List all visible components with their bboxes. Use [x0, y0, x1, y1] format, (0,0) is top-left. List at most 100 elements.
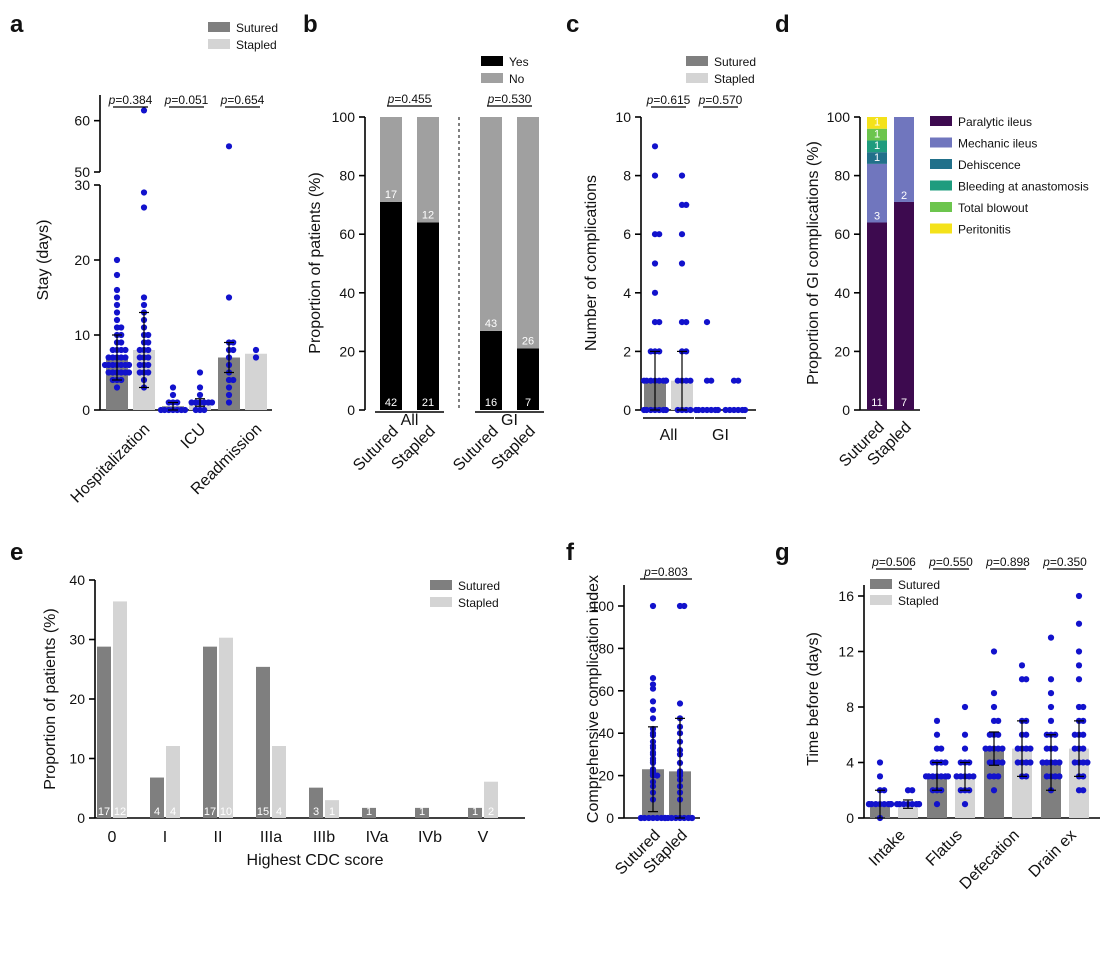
data-point	[649, 698, 657, 705]
legend-swatch	[930, 137, 952, 148]
y-axis-tick-label: 8	[846, 699, 854, 715]
data-point	[683, 201, 690, 208]
y-axis-tick-label: 10	[615, 109, 631, 125]
bar-count-label: 7	[901, 397, 907, 409]
bar-count-label: 17	[98, 806, 110, 818]
bar-count-label: 1	[874, 128, 880, 140]
data-point	[995, 731, 1002, 738]
bar-count-label: 4	[170, 806, 176, 818]
bar	[468, 807, 482, 818]
bar-count-label: 26	[522, 335, 534, 347]
data-point	[922, 773, 930, 780]
data-point	[640, 406, 648, 414]
bar-segment	[867, 163, 887, 223]
data-point	[990, 787, 998, 794]
legend-label: No	[509, 72, 525, 86]
bar	[166, 746, 180, 818]
data-point	[225, 384, 233, 391]
data-point	[136, 354, 143, 361]
p-value-label: p=0.455	[387, 92, 432, 106]
y-axis-title: Comprehensive complication index	[585, 575, 602, 823]
data-point	[145, 361, 152, 369]
legend-swatch	[481, 73, 503, 83]
data-point	[1047, 703, 1055, 711]
data-point	[145, 354, 152, 361]
data-point	[986, 773, 993, 780]
data-point	[651, 172, 659, 179]
legend-label: Mechanic ileus	[958, 137, 1037, 151]
bar-no	[480, 117, 502, 331]
data-point	[1027, 745, 1034, 752]
data-point	[961, 731, 969, 738]
data-point	[105, 369, 112, 376]
data-point	[225, 399, 233, 406]
data-point	[1080, 787, 1087, 794]
bar	[203, 646, 217, 818]
legend-swatch	[930, 159, 952, 169]
panel-letter-c: c	[566, 11, 579, 38]
bar-count-label: 17	[385, 189, 397, 201]
y-axis-tick-label: 80	[834, 168, 850, 184]
data-point	[741, 406, 749, 414]
data-point	[938, 745, 945, 752]
x-group-label: GI	[712, 427, 729, 444]
data-point	[1075, 592, 1083, 600]
data-point	[649, 602, 657, 610]
bar-count-label: 1	[329, 806, 335, 818]
bar-count-label: 1	[472, 806, 478, 818]
y-axis-tick-label: 60	[74, 113, 90, 129]
data-point	[1056, 773, 1063, 780]
data-point	[208, 399, 216, 406]
data-point	[113, 384, 121, 391]
bar-segment	[867, 222, 887, 410]
x-group-label: GI	[501, 412, 518, 429]
legend-label: Stapled	[236, 38, 277, 52]
panel-g: 0 4 8 12 16 Time before (days) p=0.506 Intake p=…	[805, 555, 1100, 893]
data-point	[188, 399, 195, 406]
y-axis-tick-label: 8	[623, 168, 631, 184]
data-point	[995, 773, 1002, 780]
bar	[309, 787, 323, 818]
bar	[898, 804, 918, 818]
bar	[256, 666, 270, 818]
data-point	[999, 759, 1006, 766]
data-point	[649, 706, 657, 713]
panel-letter-b: b	[303, 11, 318, 38]
data-point	[887, 801, 895, 808]
data-point	[961, 703, 969, 711]
data-point	[915, 801, 923, 808]
data-point	[651, 143, 659, 150]
panel-b: 0 20 40 60 80 100 Proportion of patients (%) 42…	[307, 55, 544, 474]
data-point	[192, 406, 199, 414]
x-tick-label: IVa	[366, 829, 389, 846]
data-point	[1018, 662, 1026, 669]
legend-label: Stapled	[898, 594, 939, 608]
bar	[927, 776, 947, 818]
y-axis-tick-label: 20	[74, 252, 90, 268]
y-axis-tick-label: 100	[332, 109, 356, 125]
data-point	[1014, 759, 1021, 766]
data-point	[637, 814, 645, 822]
data-point	[893, 801, 901, 808]
legend-label: Sutured	[458, 579, 500, 593]
bar	[150, 777, 164, 818]
data-point	[140, 301, 148, 309]
bar-count-label: 12	[114, 806, 126, 818]
legend-swatch	[870, 595, 892, 605]
y-axis-tick-label: 0	[842, 402, 850, 418]
bar	[97, 646, 111, 818]
y-axis-tick-label: 10	[69, 751, 85, 767]
data-point	[681, 602, 688, 610]
bar-count-label: 1	[874, 140, 880, 152]
legend-swatch	[930, 202, 952, 212]
y-axis-tick-label: 0	[347, 402, 355, 418]
p-value-label: p=0.384	[108, 93, 153, 107]
data-point	[113, 271, 121, 279]
data-point	[649, 681, 657, 688]
bar	[245, 353, 267, 410]
bar-count-label: 1	[874, 152, 880, 164]
data-point	[982, 745, 989, 752]
x-tick-label: IVb	[418, 829, 442, 846]
data-point	[1047, 634, 1055, 641]
